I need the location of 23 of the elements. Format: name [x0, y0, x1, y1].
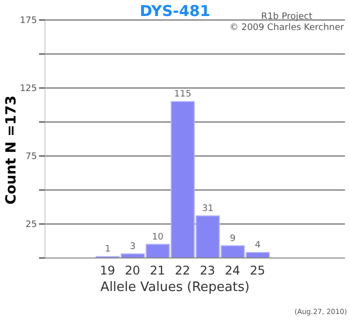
x-tick-label: 21: [150, 264, 166, 278]
annotation: R1b Project: [260, 12, 314, 23]
data-label: 31: [202, 204, 214, 214]
x-tick-label: 23: [200, 264, 216, 278]
chart-title: DYS-481: [140, 2, 210, 20]
y-tick-label: 75: [26, 152, 37, 162]
x-tick-label: 22: [174, 264, 190, 278]
data-label: 4: [254, 240, 261, 251]
data-label: 3: [130, 242, 136, 252]
data-label: 1: [104, 244, 111, 255]
y-axis-title: Count N =173: [3, 96, 19, 204]
x-tick-label: 25: [250, 264, 266, 278]
x-tick-label: 24: [224, 264, 240, 278]
data-label: 9: [230, 234, 236, 244]
x-axis-title: Allele Values (Repeats): [99, 280, 251, 295]
x-tick-label: 20: [124, 264, 140, 278]
y-tick-label: 175: [20, 16, 37, 26]
y-tick-label: 125: [20, 84, 37, 94]
x-tick-label: 19: [100, 264, 116, 278]
data-label: 115: [174, 90, 192, 100]
annotation: © 2009 Charles Kerchner: [229, 23, 344, 34]
y-tick-label: 25: [26, 220, 37, 230]
data-label: 10: [152, 232, 164, 242]
